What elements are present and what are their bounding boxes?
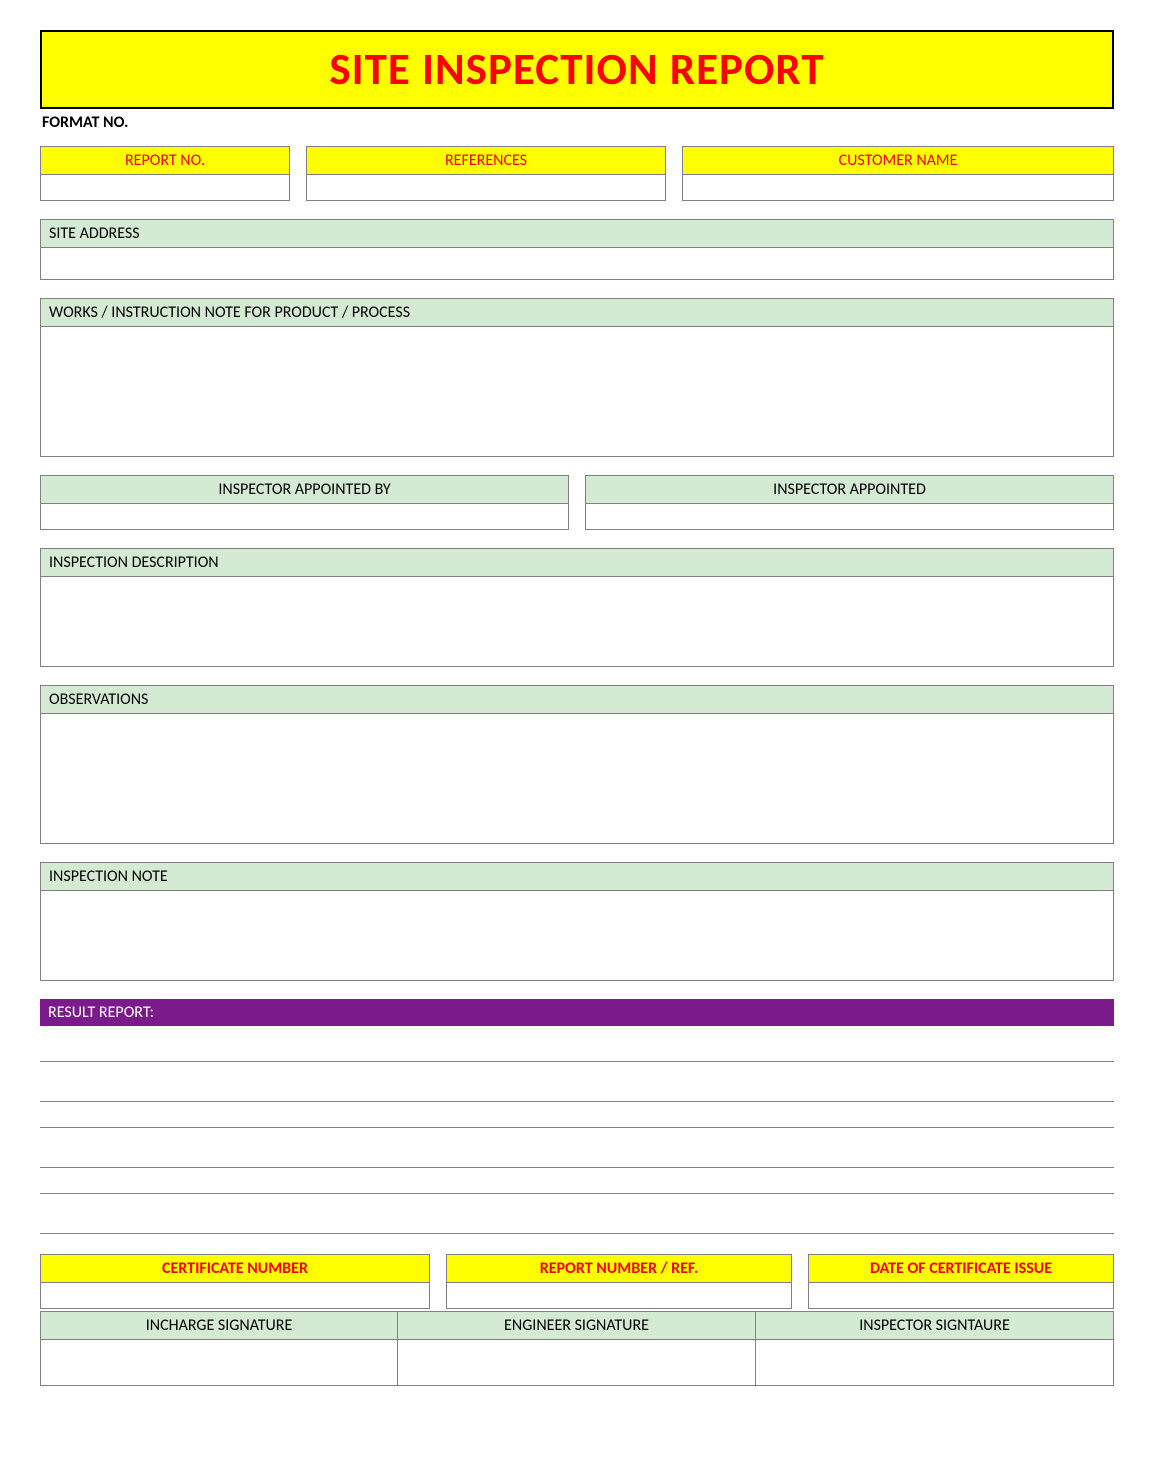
observations-section: OBSERVATIONS xyxy=(40,685,1114,844)
works-note-section: WORKS / INSTRUCTION NOTE FOR PRODUCT / P… xyxy=(40,298,1114,457)
customer-name-label: CUSTOMER NAME xyxy=(682,146,1114,175)
inspection-description-value[interactable] xyxy=(40,577,1114,667)
inspector-by-value[interactable] xyxy=(40,504,569,530)
gap xyxy=(792,1254,808,1309)
inspection-note-value[interactable] xyxy=(40,891,1114,981)
certificate-number-cell: CERTIFICATE NUMBER xyxy=(40,1254,430,1309)
result-gap xyxy=(40,1062,1114,1076)
inspector-by-label: INSPECTOR APPOINTED BY xyxy=(40,475,569,504)
page-outer-border: SITE INSPECTION REPORT xyxy=(40,30,1114,109)
engineer-signature-value[interactable] xyxy=(398,1340,756,1386)
engineer-signature-cell: ENGINEER SIGNATURE xyxy=(398,1311,756,1386)
gap xyxy=(430,1254,446,1309)
result-gap xyxy=(40,1128,1114,1142)
customer-name-value[interactable] xyxy=(682,175,1114,201)
site-address-section: SITE ADDRESS xyxy=(40,219,1114,280)
certificate-number-label: CERTIFICATE NUMBER xyxy=(40,1254,430,1283)
certificate-issue-date-cell: DATE OF CERTIFICATE ISSUE xyxy=(808,1254,1114,1309)
report-number-ref-value[interactable] xyxy=(446,1283,792,1309)
certificate-issue-date-value[interactable] xyxy=(808,1283,1114,1309)
works-note-label: WORKS / INSTRUCTION NOTE FOR PRODUCT / P… xyxy=(40,298,1114,327)
observations-value[interactable] xyxy=(40,714,1114,844)
result-line[interactable] xyxy=(40,1036,1114,1062)
inspector-signature-value[interactable] xyxy=(756,1340,1114,1386)
result-line[interactable] xyxy=(40,1208,1114,1234)
report-no-value[interactable] xyxy=(40,175,290,201)
certificate-issue-date-label: DATE OF CERTIFICATE ISSUE xyxy=(808,1254,1114,1283)
gap xyxy=(290,146,306,201)
references-cell: REFERENCES xyxy=(306,146,666,201)
inspection-note-section: INSPECTION NOTE xyxy=(40,862,1114,981)
references-label: REFERENCES xyxy=(306,146,666,175)
result-report-section: RESULT REPORT: xyxy=(40,999,1114,1234)
title-banner: SITE INSPECTION REPORT xyxy=(42,32,1112,107)
result-line[interactable] xyxy=(40,1142,1114,1168)
inspector-signature-label: INSPECTOR SIGNTAURE xyxy=(756,1311,1114,1340)
inspector-appointed-cell: INSPECTOR APPOINTED xyxy=(585,475,1114,530)
customer-name-cell: CUSTOMER NAME xyxy=(682,146,1114,201)
certificate-row: CERTIFICATE NUMBER REPORT NUMBER / REF. … xyxy=(40,1254,1114,1309)
result-line[interactable] xyxy=(40,1168,1114,1194)
report-number-ref-cell: REPORT NUMBER / REF. xyxy=(446,1254,792,1309)
inspection-note-label: INSPECTION NOTE xyxy=(40,862,1114,891)
result-report-label: RESULT REPORT: xyxy=(40,999,1114,1026)
references-value[interactable] xyxy=(306,175,666,201)
result-line[interactable] xyxy=(40,1102,1114,1128)
format-no-label: FORMAT NO. xyxy=(40,109,1114,146)
result-line[interactable] xyxy=(40,1076,1114,1102)
gap xyxy=(666,146,682,201)
inspector-signature-cell: INSPECTOR SIGNTAURE xyxy=(756,1311,1114,1386)
incharge-signature-cell: INCHARGE SIGNATURE xyxy=(40,1311,398,1386)
engineer-signature-label: ENGINEER SIGNATURE xyxy=(398,1311,756,1340)
report-no-cell: REPORT NO. xyxy=(40,146,290,201)
certificate-number-value[interactable] xyxy=(40,1283,430,1309)
header-row: REPORT NO. REFERENCES CUSTOMER NAME xyxy=(40,146,1114,201)
inspector-by-cell: INSPECTOR APPOINTED BY xyxy=(40,475,569,530)
inspection-description-section: INSPECTION DESCRIPTION xyxy=(40,548,1114,667)
report-number-ref-label: REPORT NUMBER / REF. xyxy=(446,1254,792,1283)
site-address-label: SITE ADDRESS xyxy=(40,219,1114,248)
result-report-lines[interactable] xyxy=(40,1026,1114,1234)
report-no-label: REPORT NO. xyxy=(40,146,290,175)
inspection-description-label: INSPECTION DESCRIPTION xyxy=(40,548,1114,577)
inspector-appointed-value[interactable] xyxy=(585,504,1114,530)
observations-label: OBSERVATIONS xyxy=(40,685,1114,714)
site-address-value[interactable] xyxy=(40,248,1114,280)
inspector-appointed-label: INSPECTOR APPOINTED xyxy=(585,475,1114,504)
works-note-value[interactable] xyxy=(40,327,1114,457)
signature-row: INCHARGE SIGNATURE ENGINEER SIGNATURE IN… xyxy=(40,1311,1114,1386)
inspector-row: INSPECTOR APPOINTED BY INSPECTOR APPOINT… xyxy=(40,475,1114,530)
result-gap xyxy=(40,1194,1114,1208)
incharge-signature-label: INCHARGE SIGNATURE xyxy=(40,1311,398,1340)
gap xyxy=(569,475,585,530)
incharge-signature-value[interactable] xyxy=(40,1340,398,1386)
